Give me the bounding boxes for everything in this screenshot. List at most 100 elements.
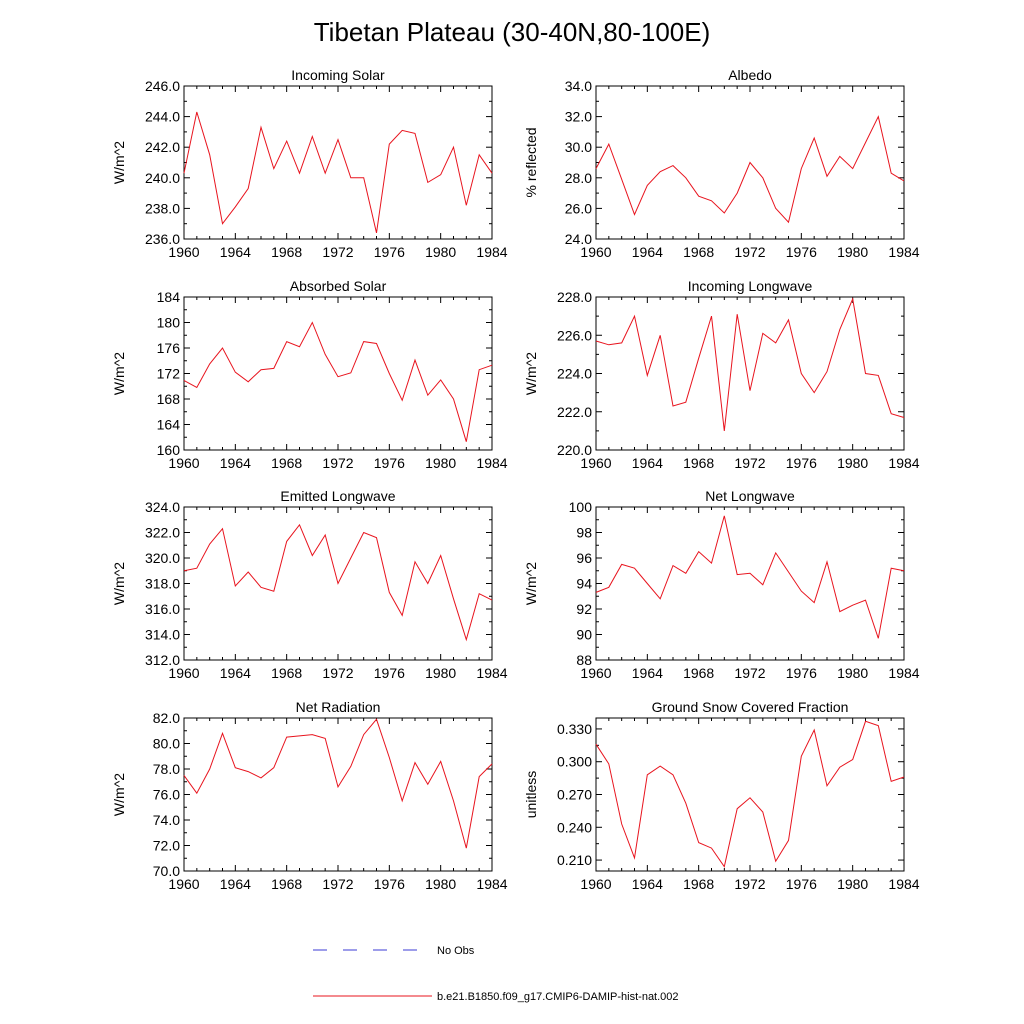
plot-frame — [595, 506, 905, 661]
x-tick-label: 1976 — [786, 665, 817, 681]
y-tick-label: 76.0 — [153, 787, 180, 803]
y-tick-label: 82.0 — [153, 710, 180, 726]
x-tick-label: 1984 — [476, 244, 507, 260]
y-tick-label: 74.0 — [153, 812, 180, 828]
y-tick-label: 246.0 — [145, 78, 180, 94]
x-tick-label: 1964 — [632, 876, 663, 892]
legend: No Obs b.e21.B1850.f09_g17.CMIP6-DAMIP-h… — [313, 945, 679, 1003]
x-tick-label: 1968 — [683, 455, 714, 471]
plot-frame — [183, 296, 493, 451]
legend-label-model: b.e21.B1850.f09_g17.CMIP6-DAMIP-hist-nat… — [437, 991, 679, 1003]
y-tick-label: 96 — [576, 550, 592, 566]
x-tick-label: 1960 — [168, 876, 199, 892]
y-tick-label: 164 — [157, 417, 181, 433]
y-tick-label: 0.330 — [557, 721, 592, 737]
x-tick-label: 1972 — [734, 455, 765, 471]
y-tick-label: 34.0 — [565, 78, 592, 94]
x-tick-label: 1980 — [837, 244, 868, 260]
x-tick-label: 1968 — [683, 244, 714, 260]
y-tick-label: 320.0 — [145, 550, 180, 566]
plot-frame — [595, 296, 905, 451]
x-tick-label: 1972 — [322, 876, 353, 892]
x-tick-label: 1972 — [322, 455, 353, 471]
series-line — [183, 321, 493, 442]
x-tick-label: 1968 — [683, 665, 714, 681]
y-tick-label: 238.0 — [145, 200, 180, 216]
y-tick-label: 318.0 — [145, 576, 180, 592]
y-tick-label: 0.210 — [557, 852, 592, 868]
y-tick-label: 168 — [157, 391, 181, 407]
panel-title: Incoming Longwave — [688, 278, 813, 294]
x-tick-label: 1968 — [271, 455, 302, 471]
x-tick-label: 1960 — [168, 455, 199, 471]
y-tick-label: 28.0 — [565, 170, 592, 186]
y-axis-label: unitless — [523, 771, 539, 818]
x-tick-label: 1960 — [580, 455, 611, 471]
x-tick-label: 1980 — [837, 876, 868, 892]
y-tick-label: 244.0 — [145, 109, 180, 125]
y-tick-label: 242.0 — [145, 139, 180, 155]
y-tick-label: 0.270 — [557, 787, 592, 803]
panel-absorbed-solar: Absorbed Solar W/m^2 1960 1964 1968 1972 1976 1… — [111, 278, 508, 471]
y-tick-label: 220.0 — [557, 442, 592, 458]
y-axis-label: W/m^2 — [523, 562, 539, 605]
y-tick-label: 176 — [157, 340, 181, 356]
y-tick-label: 222.0 — [557, 404, 592, 420]
y-tick-label: 92 — [576, 601, 592, 617]
x-tick-label: 1960 — [580, 665, 611, 681]
y-tick-label: 80.0 — [153, 736, 180, 752]
y-tick-label: 236.0 — [145, 231, 180, 247]
x-tick-label: 1972 — [322, 665, 353, 681]
y-tick-label: 0.300 — [557, 754, 592, 770]
x-tick-label: 1968 — [271, 665, 302, 681]
panel-title: Albedo — [728, 67, 772, 83]
y-tick-label: 88 — [576, 652, 592, 668]
y-tick-label: 94 — [576, 576, 592, 592]
y-tick-label: 314.0 — [145, 627, 180, 643]
x-tick-label: 1964 — [220, 876, 251, 892]
y-tick-label: 78.0 — [153, 761, 180, 777]
x-tick-label: 1964 — [220, 665, 251, 681]
y-tick-label: 240.0 — [145, 170, 180, 186]
y-axis-label: W/m^2 — [111, 141, 127, 184]
y-tick-label: 228.0 — [557, 289, 592, 305]
series-line — [183, 718, 493, 849]
x-tick-label: 1964 — [220, 244, 251, 260]
y-tick-label: 180 — [157, 315, 181, 331]
x-tick-label: 1960 — [580, 876, 611, 892]
y-tick-label: 172 — [157, 366, 181, 382]
x-tick-label: 1980 — [837, 665, 868, 681]
y-axis-label: W/m^2 — [111, 352, 127, 395]
x-tick-label: 1968 — [271, 876, 302, 892]
x-tick-label: 1984 — [476, 455, 507, 471]
y-tick-label: 324.0 — [145, 499, 180, 515]
y-tick-label: 90 — [576, 627, 592, 643]
plot-frame — [183, 717, 493, 872]
y-tick-label: 224.0 — [557, 366, 592, 382]
panel-emitted-longwave: Emitted Longwave W/m^2 1960 1964 1968 1972 197… — [111, 488, 508, 681]
y-tick-label: 316.0 — [145, 601, 180, 617]
x-tick-label: 1976 — [374, 665, 405, 681]
figure-title: Tibetan Plateau (30-40N,80-100E) — [314, 17, 711, 47]
y-tick-label: 24.0 — [565, 231, 592, 247]
x-tick-label: 1984 — [888, 876, 919, 892]
y-tick-label: 26.0 — [565, 200, 592, 216]
x-tick-label: 1960 — [580, 244, 611, 260]
y-tick-label: 312.0 — [145, 652, 180, 668]
panel-grid: Incoming Solar W/m^2 1960 1964 1968 1972 1976 1… — [111, 67, 920, 892]
x-tick-label: 1984 — [476, 876, 507, 892]
y-tick-label: 160 — [157, 442, 181, 458]
x-tick-label: 1960 — [168, 665, 199, 681]
x-tick-label: 1984 — [888, 665, 919, 681]
series-line — [595, 720, 905, 868]
x-tick-label: 1972 — [734, 244, 765, 260]
x-tick-label: 1964 — [220, 455, 251, 471]
x-tick-label: 1964 — [632, 244, 663, 260]
x-tick-label: 1960 — [168, 244, 199, 260]
y-tick-label: 100 — [569, 499, 593, 515]
plot-frame — [183, 85, 493, 240]
x-tick-label: 1976 — [786, 876, 817, 892]
plot-frame — [595, 717, 905, 872]
panel-title: Absorbed Solar — [290, 278, 387, 294]
x-tick-label: 1968 — [271, 244, 302, 260]
